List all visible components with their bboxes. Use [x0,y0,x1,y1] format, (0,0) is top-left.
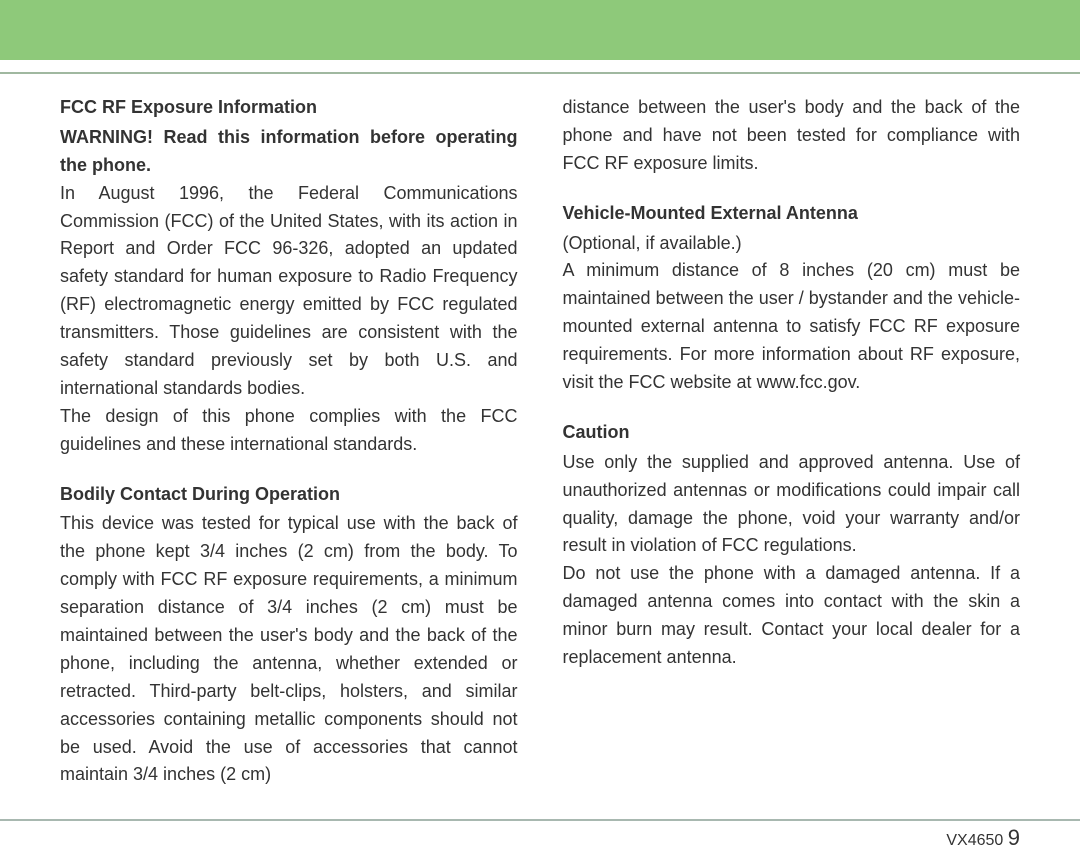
body-text: distance between the user's body and the… [563,94,1021,178]
heading-fcc-rf: FCC RF Exposure Information [60,94,518,122]
page-number: 9 [1008,825,1020,850]
body-text: In August 1996, the Federal Communicatio… [60,180,518,403]
left-column: FCC RF Exposure Information WARNING! Rea… [60,94,518,789]
content: FCC RF Exposure Information WARNING! Rea… [0,74,1080,789]
footer: VX4650 9 [946,825,1020,851]
model-number: VX4650 [946,832,1003,849]
header-band [0,0,1080,60]
heading-vehicle-antenna: Vehicle-Mounted External Antenna [563,200,1021,228]
heading-caution: Caution [563,419,1021,447]
body-text: Use only the supplied and approved anten… [563,449,1021,561]
body-text: (Optional, if available.) [563,230,1021,258]
warning-text: WARNING! Read this information before op… [60,124,518,180]
body-text: Do not use the phone with a damaged ante… [563,560,1021,672]
right-column: distance between the user's body and the… [563,94,1021,789]
body-text: The design of this phone complies with t… [60,403,518,459]
bottom-rule [0,819,1080,821]
body-text: This device was tested for typical use w… [60,510,518,789]
body-text: A minimum distance of 8 inches (20 cm) m… [563,257,1021,396]
heading-bodily-contact: Bodily Contact During Operation [60,481,518,509]
